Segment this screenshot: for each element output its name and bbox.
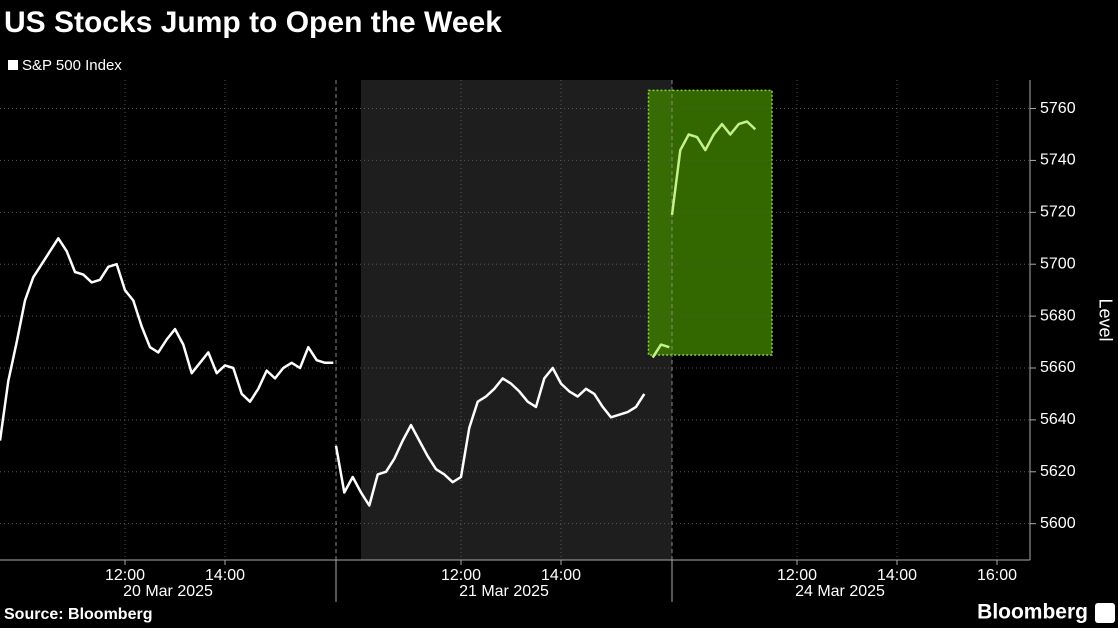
highlight-box	[647, 89, 773, 356]
legend-label: S&P 500 Index	[22, 57, 122, 74]
day-label: 24 Mar 2025	[795, 583, 885, 600]
y-tick-label: 5620	[1040, 463, 1076, 480]
y-tick-label: 5640	[1040, 411, 1076, 428]
x-tick-label: 12:00	[441, 567, 481, 584]
x-tick-label: 12:00	[105, 567, 145, 584]
day-label: 20 Mar 2025	[123, 583, 213, 600]
y-tick-label: 5720	[1040, 204, 1076, 221]
x-tick-label: 12:00	[777, 567, 817, 584]
price-line	[670, 120, 757, 216]
x-tick-label: 16:00	[977, 567, 1017, 584]
y-tick-label: 5660	[1040, 359, 1076, 376]
chart-title: US Stocks Jump to Open the Week	[4, 6, 502, 39]
brand: Bloomberg	[977, 601, 1088, 624]
day-label: 21 Mar 2025	[459, 583, 549, 600]
x-tick-label: 14:00	[877, 567, 917, 584]
y-tick-label: 5740	[1040, 152, 1076, 169]
source: Source: Bloomberg	[4, 606, 152, 623]
session-shade	[361, 80, 672, 560]
y-tick-label: 5700	[1040, 255, 1076, 272]
price-line	[334, 366, 646, 507]
y-tick-label: 5680	[1040, 307, 1076, 324]
price-line	[0, 237, 334, 441]
brand-icon	[1095, 603, 1115, 623]
plot-area: 5600 5620 5640 5660 5680 5700 5720 5740 5760 12:0…	[0, 80, 1076, 602]
y-axis-label: Level	[1095, 298, 1115, 341]
x-tick-label: 14:00	[541, 567, 581, 584]
y-tick-label: 5600	[1040, 515, 1076, 532]
y-tick-label: 5760	[1040, 100, 1076, 117]
price-line	[651, 343, 670, 359]
legend-swatch	[8, 60, 18, 70]
x-tick-label: 14:00	[205, 567, 245, 584]
